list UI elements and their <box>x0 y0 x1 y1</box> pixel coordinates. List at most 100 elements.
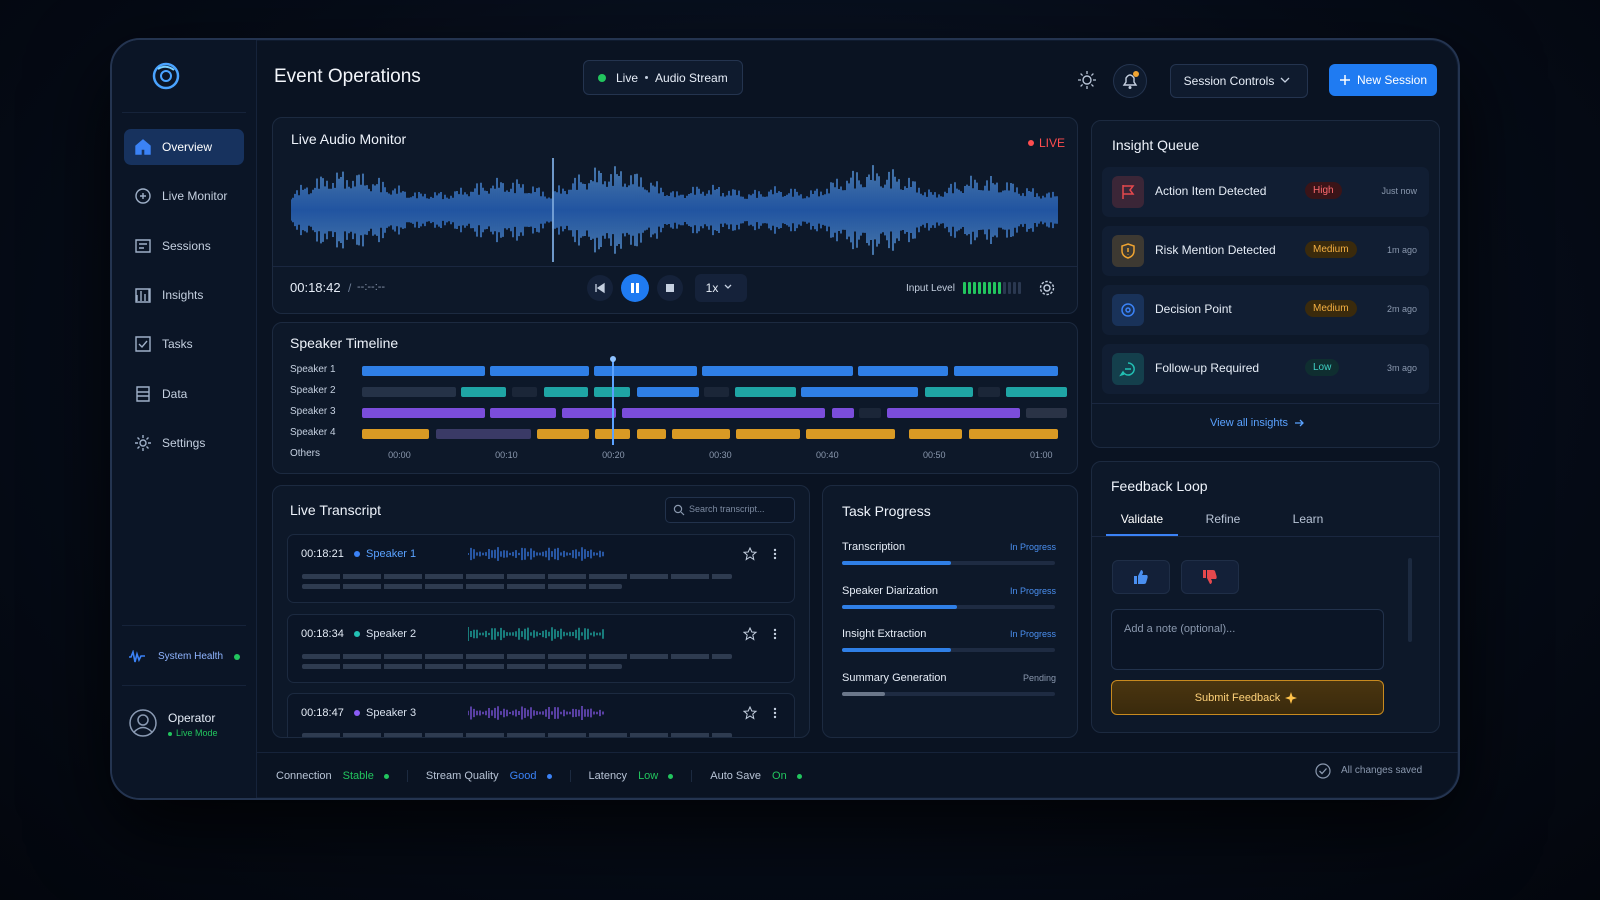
pause-button[interactable] <box>621 274 649 302</box>
skip-button[interactable] <box>587 275 613 301</box>
plus <box>1339 75 1350 85</box>
insight-glyph <box>1121 243 1135 259</box>
menu-dot <box>773 711 777 715</box>
sparkle <box>1285 691 1298 704</box>
nav-item[interactable]: Overview <box>124 129 244 165</box>
stop-button[interactable] <box>657 275 683 301</box>
speaker-segment <box>1005 387 1067 397</box>
level-segment <box>973 282 976 294</box>
health-icon <box>129 650 145 663</box>
speaker-segment <box>490 408 556 418</box>
view-all-insights[interactable]: View all insights <box>1210 417 1308 429</box>
search-box[interactable]: Search transcript... <box>665 497 795 523</box>
app-frame: Overview Live Monitor Sessions Insights Task… <box>110 38 1460 800</box>
level-segment <box>978 282 981 294</box>
speaker-segment <box>735 387 797 397</box>
mini-wave <box>468 626 604 641</box>
insight-time: Just now <box>1381 186 1417 196</box>
avatar <box>129 709 157 737</box>
feedback-tab[interactable]: Validate <box>1120 512 1164 526</box>
menu-dot <box>773 636 777 639</box>
insight-item[interactable]: Decision Point Medium 2m ago <box>1102 285 1429 335</box>
nav-label: Data <box>162 386 188 401</box>
menu-dot <box>773 628 777 631</box>
feedback-tab[interactable]: Refine <box>1205 512 1241 526</box>
level-segment <box>993 282 996 294</box>
progress-track <box>842 604 1055 609</box>
task-status: In Progress <box>1009 629 1056 639</box>
status-value: On <box>772 770 787 782</box>
submit-feedback[interactable]: Submit Feedback <box>1111 680 1384 715</box>
priority-badge: High <box>1305 182 1342 199</box>
glyph <box>1122 185 1135 199</box>
theme-toggle[interactable] <box>1077 70 1097 90</box>
nav-item[interactable]: Live Monitor <box>124 178 244 214</box>
feedback-tab[interactable]: Learn <box>1292 512 1324 526</box>
insight-title: Decision Point <box>1155 302 1232 316</box>
priority-badge: Medium <box>1305 241 1357 258</box>
stream-pill: Live Audio Stream <box>583 60 743 95</box>
insight-item[interactable]: Follow-up Required Low 3m ago <box>1102 344 1429 394</box>
insight-queue: Insight Queue View all insights Action I… <box>1091 120 1440 448</box>
nav-item[interactable]: Insights <box>124 277 244 313</box>
transcript-entry: 00:18:47 Speaker 3 <box>287 693 795 737</box>
notifications[interactable] <box>1113 64 1147 98</box>
speaker-segment <box>859 408 881 418</box>
playhead-knob <box>610 356 617 362</box>
glyph <box>1121 303 1135 317</box>
level-segment <box>963 282 966 294</box>
pause-icon <box>631 283 639 293</box>
transcript-entry: 00:18:34 Speaker 2 <box>287 613 795 683</box>
speaker-segment <box>968 429 1059 439</box>
transcript-entry: 00:18:21 Speaker 1 <box>287 534 795 603</box>
nav-item[interactable]: Settings <box>124 425 244 461</box>
thumbs-up[interactable] <box>1112 560 1170 594</box>
speed-select[interactable]: 1x <box>695 274 747 302</box>
speaker-dot <box>354 710 360 716</box>
system-health: System Health <box>158 651 224 662</box>
priority-badge: Low <box>1305 359 1340 376</box>
waveform <box>291 165 1058 255</box>
total-time: --:--:-- <box>357 281 386 293</box>
note-input[interactable]: Add a note (optional)... <box>1111 609 1384 670</box>
thumbs-down[interactable] <box>1181 560 1239 594</box>
speaker-segment <box>831 408 855 418</box>
speaker-segment <box>924 387 973 397</box>
time-tick-label: 00:20 <box>602 450 625 460</box>
mini-wave <box>468 547 604 561</box>
divider <box>256 752 1458 753</box>
entry-actions[interactable] <box>743 706 783 720</box>
nav-item[interactable]: Data <box>124 376 244 412</box>
panel-title: Live Transcript <box>290 502 382 518</box>
glyph <box>1119 362 1135 377</box>
status-dot <box>383 773 389 779</box>
time-tick-label: 00:10 <box>495 450 518 460</box>
user-name: Operator <box>168 711 216 725</box>
saved-status: All changes saved <box>1341 765 1423 776</box>
icon-shape <box>135 288 151 303</box>
task-progress: Task Progress Transcription In Progress Sp… <box>822 485 1078 738</box>
entry-actions[interactable] <box>743 547 783 561</box>
task-status: In Progress <box>1009 542 1056 552</box>
level-segment <box>1018 282 1021 294</box>
playhead <box>612 359 615 445</box>
insight-item[interactable]: Risk Mention Detected Medium 1m ago <box>1102 226 1429 276</box>
speed: 1x <box>705 281 719 295</box>
new-session[interactable]: New Session <box>1329 64 1437 96</box>
speaker-label: Speaker 4 <box>290 427 336 438</box>
nav-item[interactable]: Tasks <box>124 326 244 362</box>
level-segment <box>1013 282 1016 294</box>
priority-badge: Medium <box>1305 300 1357 317</box>
divider <box>1092 536 1439 537</box>
input-level-label: Input Level <box>906 283 955 294</box>
entry-time: 00:18:34 <box>301 627 344 640</box>
insight-item[interactable]: Action Item Detected High Just now <box>1102 167 1429 217</box>
panel-title: Insight Queue <box>1112 137 1200 153</box>
settings-button[interactable] <box>1038 279 1056 297</box>
entry-actions[interactable] <box>743 626 783 641</box>
session-controls[interactable]: Session Controls <box>1170 64 1308 98</box>
status-dot <box>668 773 674 779</box>
page-title: Event Operations <box>274 66 421 87</box>
speaker-dot <box>354 551 360 557</box>
nav-item[interactable]: Sessions <box>124 228 244 264</box>
